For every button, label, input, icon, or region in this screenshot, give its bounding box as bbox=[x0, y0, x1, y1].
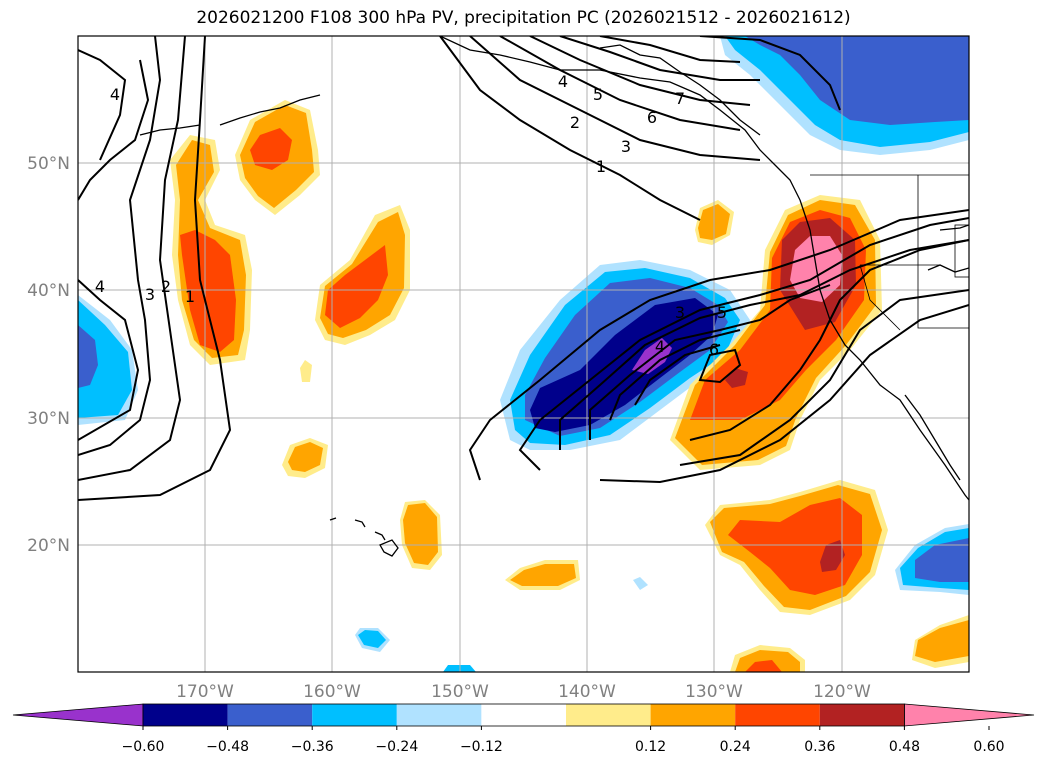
pv-contour-label: 3 bbox=[145, 285, 155, 304]
colorbar-segment bbox=[819, 704, 905, 726]
negative-blob-small-2 bbox=[633, 577, 648, 590]
longitude-labels: 170°W 160°W 150°W 140°W 130°W 120°W bbox=[176, 682, 871, 702]
pv-contour-label: 4 bbox=[110, 85, 120, 104]
colorbar bbox=[12, 703, 1035, 727]
colorbar-labels: −0.60 −0.48 −0.36 −0.24 −0.12 0.12 0.24 0.36 0.4… bbox=[122, 726, 1005, 755]
colorbar-label: −0.60 bbox=[122, 739, 165, 755]
longitude-label: 150°W bbox=[431, 682, 489, 702]
colorbar-outline bbox=[142, 703, 905, 727]
colorbar-label: 0.12 bbox=[635, 739, 666, 755]
colorbar-segment bbox=[481, 704, 566, 726]
latitude-label: 40°N bbox=[27, 281, 70, 301]
colorbar-label: −0.12 bbox=[460, 739, 503, 755]
longitude-label: 140°W bbox=[558, 682, 616, 702]
pv-contour-label: 5 bbox=[593, 85, 603, 104]
pv-contour-label: 1 bbox=[596, 157, 606, 176]
pv-contour-label: 3 bbox=[621, 137, 631, 156]
colorbar-extension-max bbox=[904, 703, 1035, 727]
colorbar-label: 0.36 bbox=[804, 739, 835, 755]
pv-contour-label: 6 bbox=[709, 340, 719, 359]
positive-blob-california bbox=[670, 195, 882, 470]
pv-contour-label: 7 bbox=[675, 89, 685, 108]
colorbar-segment bbox=[396, 704, 482, 726]
pv-contour-label: 4 bbox=[95, 277, 105, 296]
longitude-label: 160°W bbox=[303, 682, 361, 702]
colorbar-segment bbox=[143, 704, 228, 726]
colorbar-segment bbox=[650, 704, 736, 726]
pv-contour-label: 5 bbox=[717, 303, 727, 322]
colorbar-label: −0.36 bbox=[291, 739, 334, 755]
pv-contour-label: 4 bbox=[558, 72, 568, 91]
colorbar-segment bbox=[227, 704, 313, 726]
pv-contour-label: 2 bbox=[570, 113, 580, 132]
positive-blob-small-2 bbox=[300, 360, 312, 382]
colorbar-extension-min bbox=[12, 703, 144, 727]
colorbar-label: 0.24 bbox=[720, 739, 751, 755]
colorbar-label: −0.24 bbox=[375, 739, 418, 755]
negative-blob-small-1-core bbox=[358, 630, 386, 648]
hawaii-islands bbox=[329, 517, 399, 557]
pv-contour-label: 4 bbox=[655, 337, 665, 356]
negative-blob-west bbox=[78, 295, 138, 425]
negative-blob-southeast bbox=[895, 524, 969, 595]
latitude-labels: 50°N 40°N 30°N 20°N bbox=[27, 154, 70, 556]
colorbar-segment bbox=[312, 704, 397, 726]
longitude-label: 120°W bbox=[813, 682, 871, 702]
colorbar-label: −0.48 bbox=[206, 739, 249, 755]
colorbar-label: 0.48 bbox=[889, 739, 920, 755]
longitude-label: 170°W bbox=[176, 682, 234, 702]
pv-contours bbox=[78, 36, 969, 501]
colorbar-segment bbox=[735, 704, 820, 726]
positive-blob-west bbox=[170, 135, 252, 365]
longitude-label: 130°W bbox=[685, 682, 743, 702]
pv-contour-label: 6 bbox=[647, 108, 657, 127]
latitude-label: 20°N bbox=[27, 536, 70, 556]
gridlines bbox=[78, 36, 969, 672]
pv-contour-label: 2 bbox=[161, 277, 171, 296]
coastlines bbox=[139, 36, 969, 501]
latitude-label: 30°N bbox=[27, 409, 70, 429]
pv-contour-label: 3 bbox=[675, 303, 685, 322]
colorbar-segment bbox=[566, 704, 651, 726]
positive-blob-central-150w bbox=[315, 205, 410, 345]
negative-blob-north bbox=[720, 36, 969, 155]
map-frame bbox=[77, 35, 970, 673]
colorbar-label: 0.60 bbox=[973, 739, 1004, 755]
pv-contour-label: 1 bbox=[185, 287, 195, 306]
map-title: 2026021200 F108 300 hPa PV, precipitatio… bbox=[196, 8, 851, 28]
latitude-label: 50°N bbox=[27, 154, 70, 174]
positive-blob-north-160w bbox=[235, 100, 320, 215]
